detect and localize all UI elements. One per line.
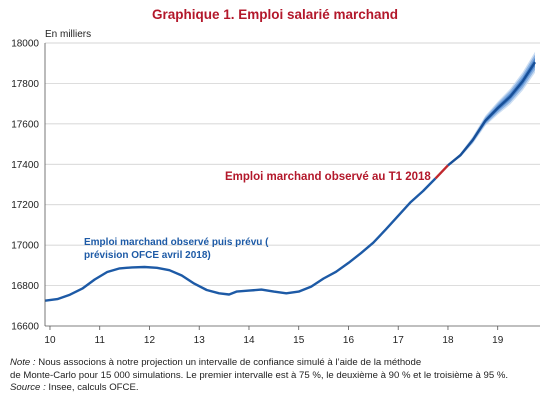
series-line-forecast xyxy=(447,61,537,167)
y-tick-label-17600: 17600 xyxy=(11,119,39,130)
chart-title: Graphique 1. Emploi salarié marchand xyxy=(151,7,399,22)
y-tick-label-16600: 16600 xyxy=(11,322,39,333)
y-axis-unit-label: En milliers xyxy=(45,29,92,40)
x-tick-label-10: 10 xyxy=(44,335,56,346)
x-tick-label-13: 13 xyxy=(194,335,206,346)
axes xyxy=(44,43,540,330)
annotation-series-label-line1: Emploi marchand observé puis prévu ( xyxy=(84,237,269,248)
note-label: Note : xyxy=(10,357,36,368)
y-tick-label-17400: 17400 xyxy=(11,160,39,171)
x-tick-label-11: 11 xyxy=(95,335,106,346)
y-tick-label-17800: 17800 xyxy=(11,79,39,90)
source-text: Insee, calculs OFCE. xyxy=(48,382,139,393)
x-tick-label-18: 18 xyxy=(442,335,454,346)
source-row: Source : Insee, calculs OFCE. xyxy=(10,382,545,395)
chart-notes: Note : Nous associons à notre projection… xyxy=(10,357,545,395)
y-tick-label-17000: 17000 xyxy=(11,241,39,252)
x-tick-label-17: 17 xyxy=(393,335,405,346)
y-tick-label-16800: 16800 xyxy=(11,281,39,292)
x-tick-label-12: 12 xyxy=(144,335,156,346)
note-line1: Nous associons à notre projection un int… xyxy=(38,357,422,368)
x-tick-label-15: 15 xyxy=(293,335,305,346)
x-tick-label-16: 16 xyxy=(343,335,355,346)
confidence-bands xyxy=(448,51,535,166)
gridlines xyxy=(45,42,540,286)
confidence-band-95 xyxy=(448,51,535,166)
note-line1-row: Note : Nous associons à notre projection… xyxy=(10,357,545,370)
series-line-t1-2018 xyxy=(434,164,449,180)
y-tick-label-18000: 18000 xyxy=(11,39,39,50)
y-tick-label-17200: 17200 xyxy=(11,200,39,211)
series-line-observed xyxy=(44,177,437,302)
note-line2: de Monte-Carlo pour 15 000 simulations. … xyxy=(10,369,509,381)
annotation-series-label-line2: prévision OFCE avril 2018) xyxy=(84,250,211,261)
x-tick-label-19: 19 xyxy=(492,335,504,346)
annotations: Emploi marchand observé au T1 2018 Emplo… xyxy=(84,171,431,261)
source-label: Source : xyxy=(10,382,46,393)
tick-labels: 16600 16800 17000 17200 17400 17600 17800 18000… xyxy=(11,39,504,347)
x-tick-label-14: 14 xyxy=(243,335,255,346)
annotation-observed-t1-2018: Emploi marchand observé au T1 2018 xyxy=(225,171,431,183)
series-lines xyxy=(44,61,537,302)
